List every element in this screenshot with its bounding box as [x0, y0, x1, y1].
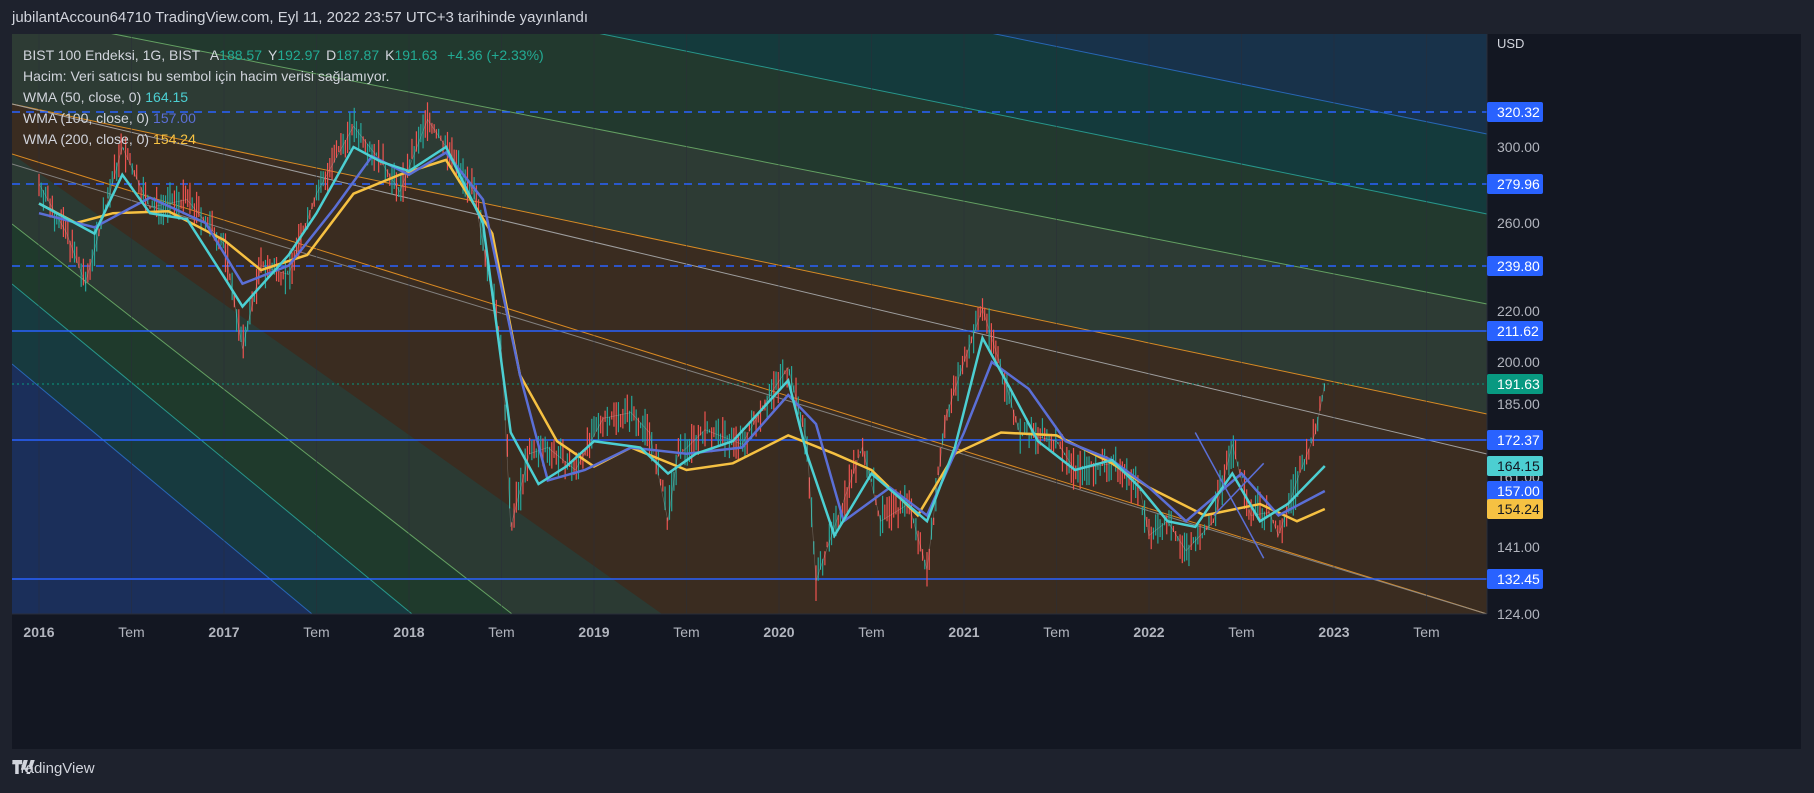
ohlc-value-Y: 192.97 — [277, 47, 321, 63]
level-badge-1-bg — [1487, 174, 1543, 194]
pattern-line-a — [1194, 432, 1265, 559]
legend-wma50[interactable]: WMA (50, close, 0) 164.15 — [23, 87, 544, 108]
x-tick-label: Tem — [303, 624, 329, 640]
ohlc-key-D: D — [326, 47, 337, 63]
x-tick-label: Tem — [673, 624, 699, 640]
wma-badge-2-bg — [1487, 499, 1543, 519]
x-tick-label: Tem — [118, 624, 144, 640]
symbol-name[interactable]: BIST 100 Endeksi, 1G, BIST — [23, 47, 200, 63]
level-badge-1: 279.96 — [1497, 176, 1540, 192]
last-price-badge-bg — [1487, 374, 1543, 394]
volume-note: Hacim: Veri satıcısı bu sembol için haci… — [23, 68, 390, 84]
ohlc-value-D: 187.87 — [336, 47, 380, 63]
x-tick-label: 2017 — [208, 624, 239, 640]
wma50-value: 164.15 — [145, 89, 189, 105]
currency-label: USD — [1497, 36, 1524, 51]
tradingview-logo-icon — [12, 760, 35, 774]
channel-line-8 — [12, 363, 313, 615]
ohlc-key-A: A — [209, 47, 220, 63]
wma100-label: WMA (100, close, 0) — [23, 110, 150, 126]
wma100-value: 157.00 — [153, 110, 196, 126]
x-tick-label: 2016 — [23, 624, 54, 640]
pattern-line-b — [1213, 462, 1265, 516]
chart-legend: BIST 100 Endeksi, 1G, BIST A188.57 Y192.9… — [23, 45, 544, 150]
chart-area[interactable]: USD 300.00 260.00 220.00 200.00 185.00 161.00 1… — [12, 34, 1801, 749]
y-tick-label: 141.00 — [1497, 539, 1540, 555]
x-tick-label: 2018 — [393, 624, 424, 640]
legend-wma100[interactable]: WMA (100, close, 0) 157.00 — [23, 108, 544, 129]
legend-symbol-row: BIST 100 Endeksi, 1G, BIST A188.57 Y192.9… — [23, 45, 544, 66]
x-tick-label: 2020 — [763, 624, 794, 640]
channel-line-6 — [12, 223, 513, 615]
ohlc-key-K: K — [385, 47, 395, 63]
ohlc-key-Y: Y — [267, 47, 278, 63]
footer-brand[interactable]: TradingView — [12, 760, 95, 777]
ohlc-value-A: 188.57 — [219, 47, 262, 63]
level-badge-2-bg — [1487, 256, 1543, 276]
wma-badge-0: 164.15 — [1497, 458, 1540, 474]
wma-badge-1-bg — [1487, 481, 1543, 501]
wma-badge-1: 157.00 — [1497, 483, 1540, 499]
level-badge-4: 172.37 — [1497, 432, 1540, 448]
x-tick-label: 2023 — [1318, 624, 1349, 640]
x-tick-label: 2019 — [578, 624, 609, 640]
y-tick-label: 124.00 — [1497, 606, 1540, 622]
level-badge-2: 239.80 — [1497, 258, 1540, 274]
x-tick-label: Tem — [1413, 624, 1439, 640]
time-axis-bg — [12, 614, 1801, 749]
wma200-label: WMA (200, close, 0) — [23, 131, 150, 147]
channel-line-7 — [12, 283, 413, 615]
x-tick-label: Tem — [858, 624, 884, 640]
wma50-line — [38, 145, 1326, 539]
last-price-badge: 191.63 — [1497, 376, 1540, 392]
x-tick-label: 2022 — [1133, 624, 1164, 640]
level-badge-5: 132.45 — [1497, 571, 1540, 587]
ohlc-values: A188.57 Y192.97 D187.87 K191.63 — [204, 47, 437, 63]
x-tick-label: Tem — [488, 624, 514, 640]
y-tick-label: 260.00 — [1497, 215, 1540, 231]
level-badge-3-bg — [1487, 321, 1543, 341]
level-badge-0: 320.32 — [1497, 104, 1540, 120]
x-tick-label: 2021 — [948, 624, 979, 640]
y-tick-label: 300.00 — [1497, 139, 1540, 155]
level-badge-5-bg — [1487, 569, 1543, 589]
level-badge-4-bg — [1487, 430, 1543, 450]
wma50-label: WMA (50, close, 0) — [23, 89, 142, 105]
y-tick-label: 185.00 — [1497, 396, 1540, 412]
wma-badge-0-bg — [1487, 456, 1543, 476]
level-badge-0-bg — [1487, 102, 1543, 122]
publisher-header: jubilantAccoun64710 TradingView.com, Eyl… — [12, 9, 589, 26]
level-badge-3: 211.62 — [1497, 323, 1539, 339]
y-tick-label: 200.00 — [1497, 354, 1540, 370]
wma-badge-2: 154.24 — [1497, 501, 1540, 517]
wma200-value: 154.24 — [153, 131, 196, 147]
legend-wma200[interactable]: WMA (200, close, 0) 154.24 — [23, 129, 544, 150]
bg-band-grey — [12, 34, 1487, 414]
price-chart[interactable]: USD300.00260.00220.00200.00185.00161.001… — [12, 34, 1801, 749]
x-tick-label: Tem — [1228, 624, 1254, 640]
wma100-line — [38, 150, 1326, 524]
price-change: +4.36 (+2.33%) — [447, 47, 544, 63]
x-tick-label: Tem — [1043, 624, 1069, 640]
ohlc-value-K: 191.63 — [394, 47, 438, 63]
y-tick-label: 220.00 — [1497, 303, 1540, 319]
